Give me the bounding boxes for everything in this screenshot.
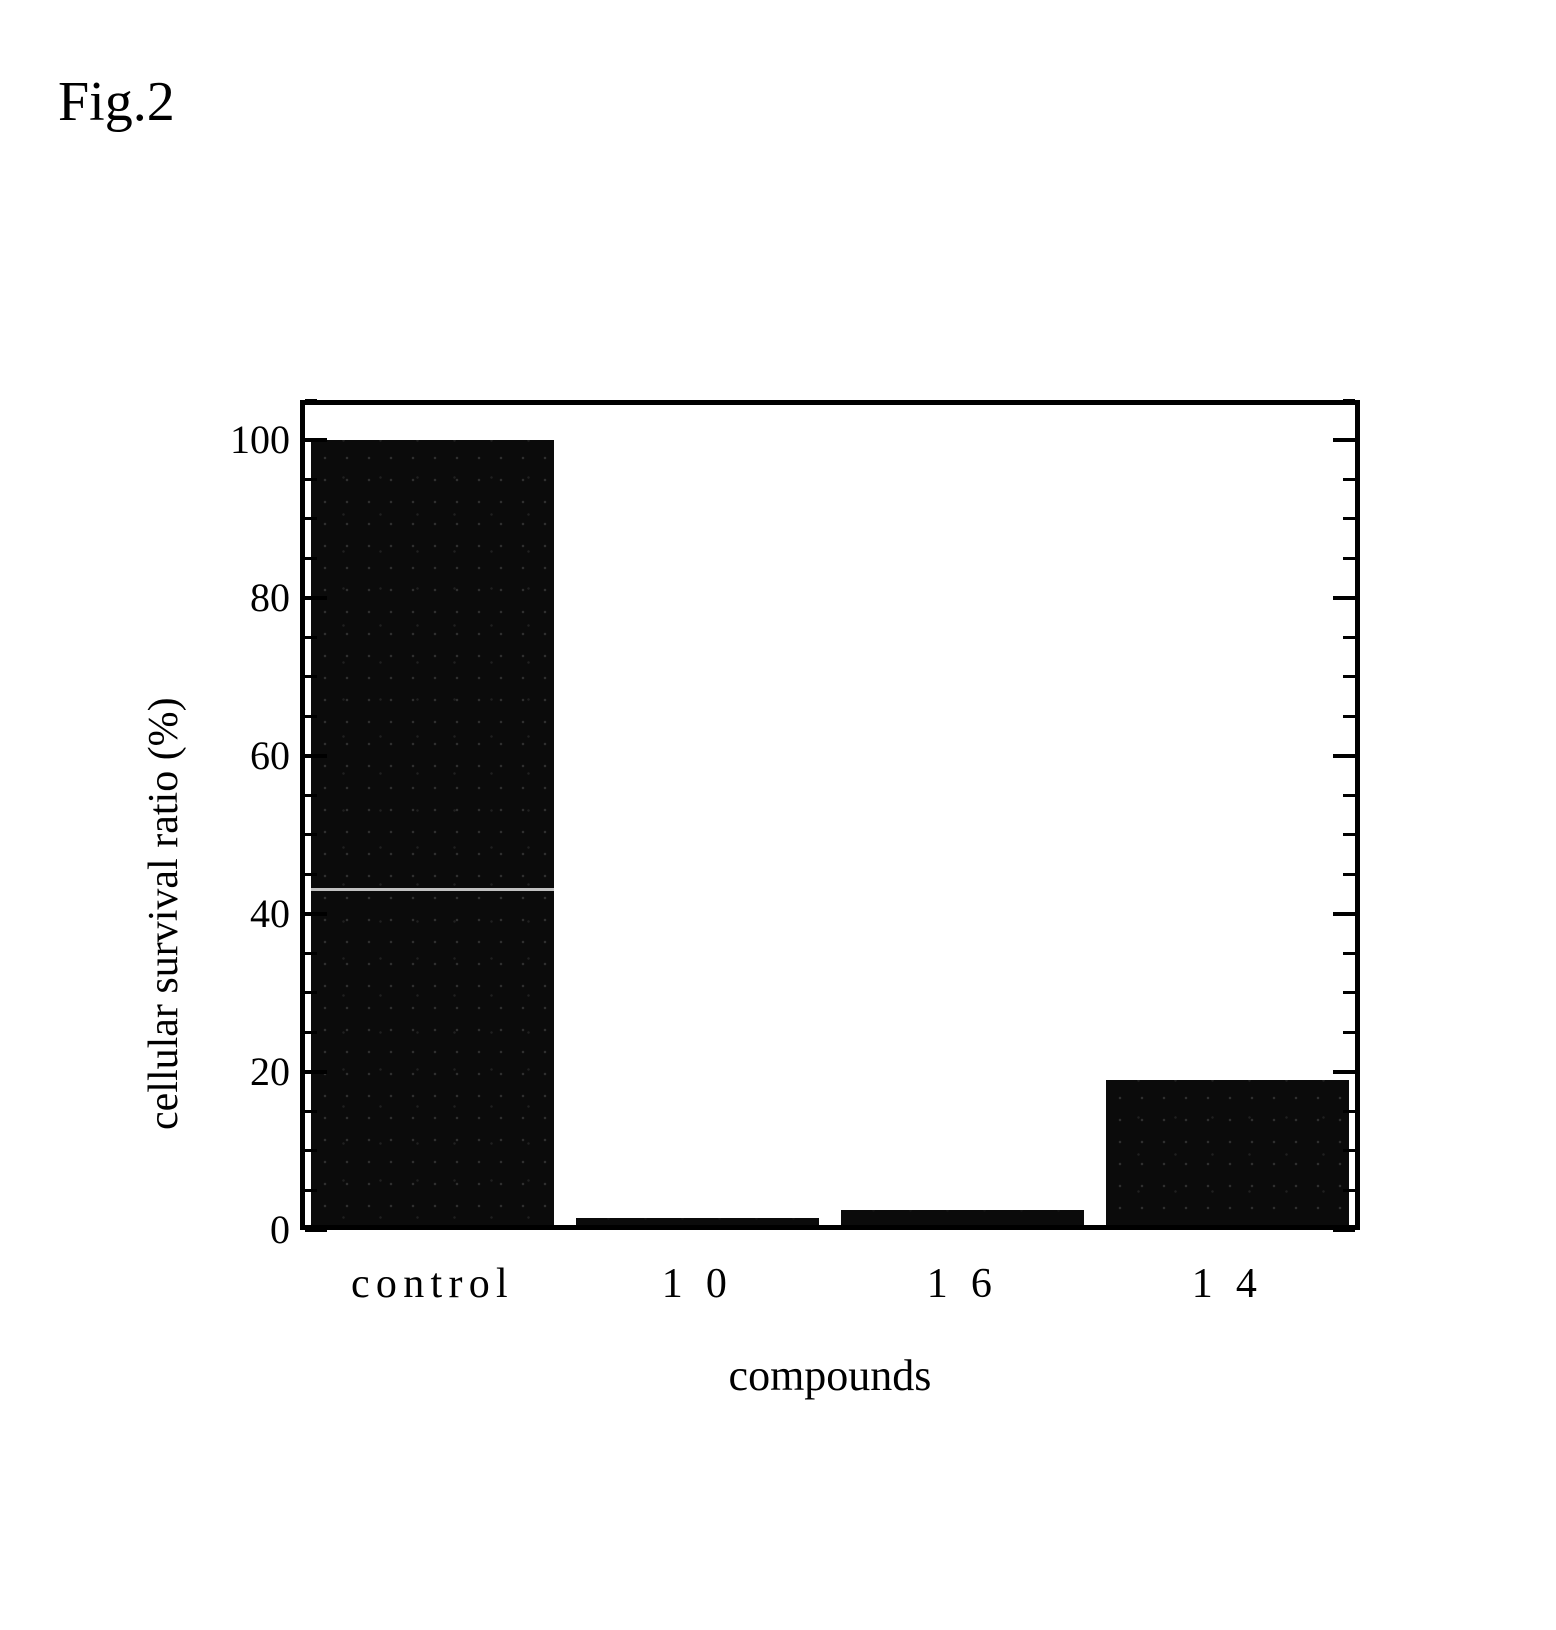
y-tick-minor xyxy=(305,1031,317,1034)
y-tick-label: 20 xyxy=(200,1048,290,1095)
y-tick-minor xyxy=(305,636,317,639)
y-tick-major-right xyxy=(1333,438,1355,442)
axis-right xyxy=(1355,400,1360,1230)
y-tick-minor-right xyxy=(1343,991,1355,994)
y-tick-minor xyxy=(305,952,317,955)
y-tick-minor-right xyxy=(1343,1110,1355,1113)
y-tick-label: 40 xyxy=(200,890,290,937)
x-tick-label: 1 6 xyxy=(830,1260,1095,1308)
y-tick-major xyxy=(305,438,327,442)
y-tick-minor-right xyxy=(1343,1031,1355,1034)
y-axis-label: cellular survival ratio (%) xyxy=(140,698,188,1131)
scan-artifact xyxy=(311,888,555,891)
x-tick-label: 1 0 xyxy=(565,1260,830,1308)
y-tick-minor-right xyxy=(1343,715,1355,718)
y-tick-major-right xyxy=(1333,912,1355,916)
y-tick-minor-right xyxy=(1343,833,1355,836)
y-tick-minor-right xyxy=(1343,517,1355,520)
y-tick-minor xyxy=(305,557,317,560)
y-tick-minor xyxy=(305,517,317,520)
y-tick-minor xyxy=(305,833,317,836)
y-tick-minor xyxy=(305,1110,317,1113)
y-tick-minor xyxy=(305,715,317,718)
y-tick-minor xyxy=(305,873,317,876)
y-tick-major-right xyxy=(1333,596,1355,600)
x-tick-label: control xyxy=(300,1260,565,1308)
y-tick-minor xyxy=(305,794,317,797)
y-tick-minor-right xyxy=(1343,1149,1355,1152)
figure-label: Fig.2 xyxy=(58,70,175,134)
y-tick-minor xyxy=(305,1149,317,1152)
y-tick-minor-right xyxy=(1343,952,1355,955)
x-tick-label: 1 4 xyxy=(1095,1260,1360,1308)
y-tick-label: 0 xyxy=(200,1206,290,1253)
y-tick-minor xyxy=(305,1189,317,1192)
y-tick-major-right xyxy=(1333,1070,1355,1074)
plot-area xyxy=(300,400,1360,1230)
axis-top xyxy=(300,400,1360,405)
y-tick-minor-right xyxy=(1343,794,1355,797)
y-tick-minor-right xyxy=(1343,1189,1355,1192)
bar xyxy=(311,440,555,1230)
y-tick-minor-right xyxy=(1343,478,1355,481)
y-tick-minor-right xyxy=(1343,636,1355,639)
y-tick-minor xyxy=(305,675,317,678)
axis-bottom xyxy=(300,1225,1360,1230)
y-tick-major xyxy=(305,596,327,600)
y-tick-minor-right xyxy=(1343,675,1355,678)
y-tick-label: 60 xyxy=(200,732,290,779)
bar-chart: cellular survival ratio (%) 0 20 40 60 80 100… xyxy=(130,400,1400,1430)
y-tick-minor-right xyxy=(1343,873,1355,876)
y-tick-label: 80 xyxy=(200,574,290,621)
y-tick-major-right xyxy=(1333,754,1355,758)
axis-left xyxy=(300,400,305,1230)
y-tick-label: 100 xyxy=(200,416,290,463)
y-tick-major xyxy=(305,912,327,916)
y-tick-minor xyxy=(305,991,317,994)
y-tick-major xyxy=(305,1070,327,1074)
bar xyxy=(1106,1080,1350,1230)
y-tick-major xyxy=(305,754,327,758)
x-axis-label: compounds xyxy=(300,1350,1360,1401)
page-root: Fig.2 cellular survival ratio (%) 0 20 40 6… xyxy=(0,0,1556,1630)
y-tick-minor xyxy=(305,478,317,481)
y-tick-minor-right xyxy=(1343,557,1355,560)
